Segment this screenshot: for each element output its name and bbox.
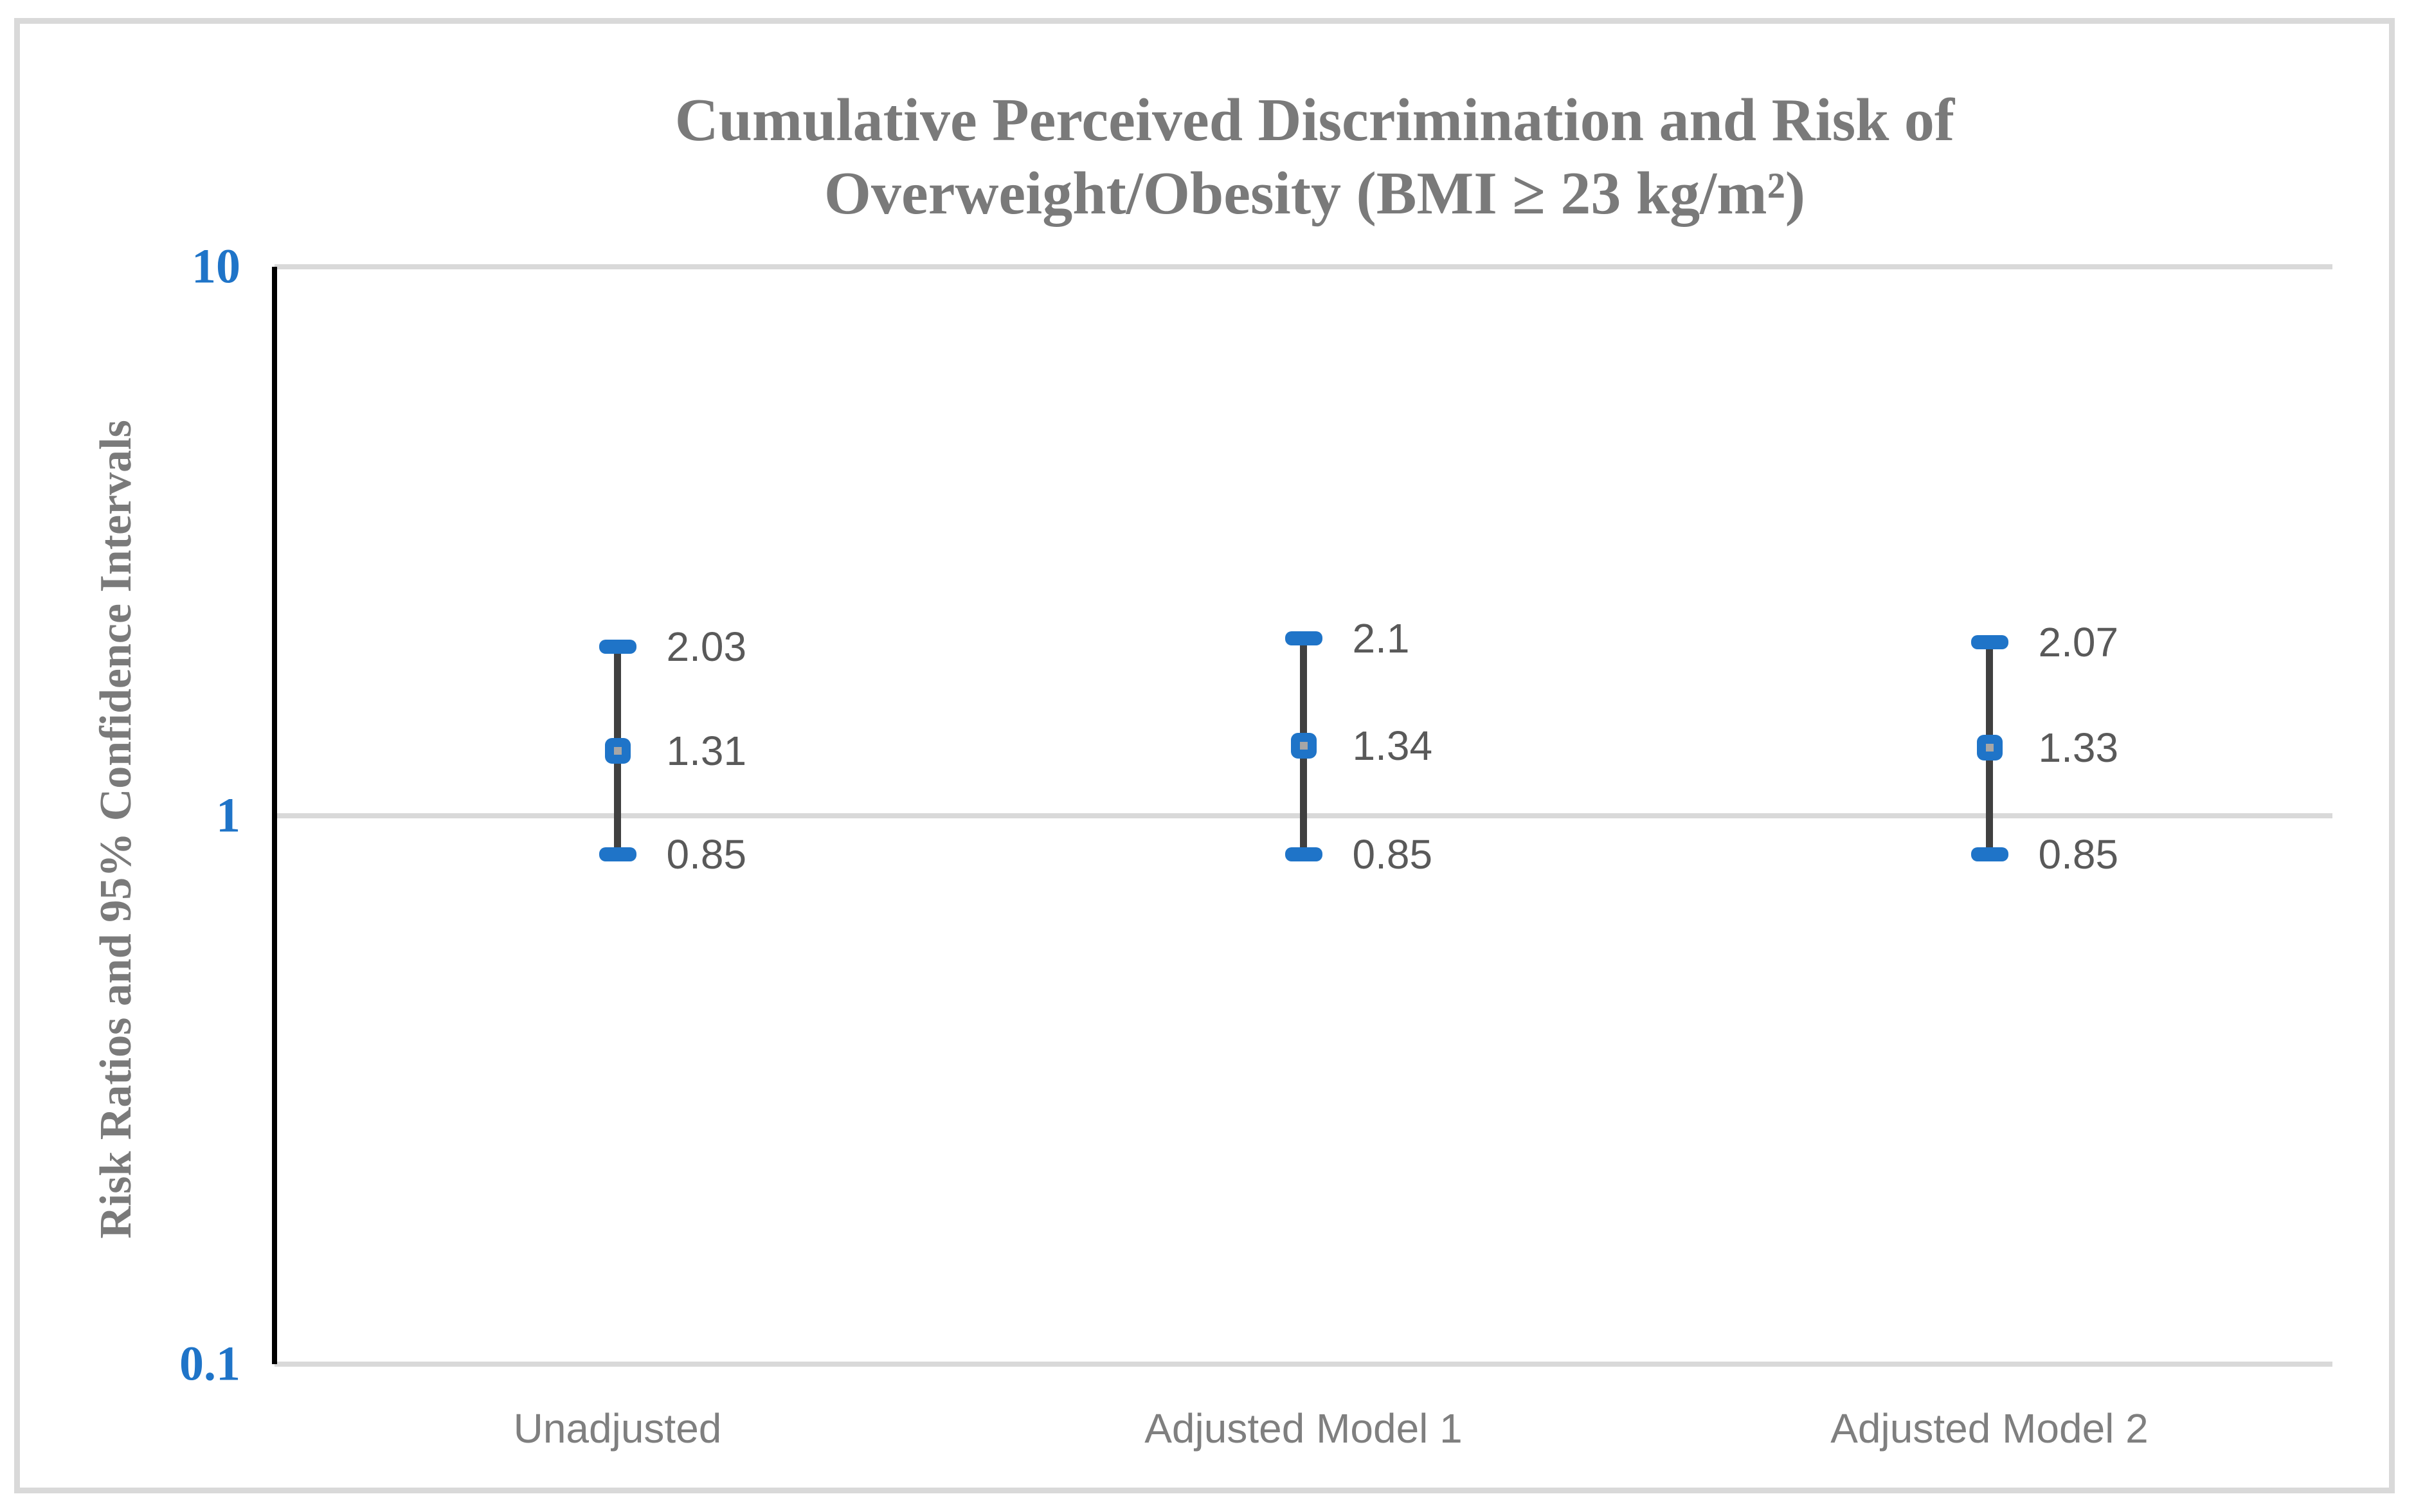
- estimate-marker-dot: [1985, 743, 1994, 752]
- figure-border: [14, 18, 2395, 1493]
- estimate-label: 1.34: [1352, 723, 1433, 770]
- y-axis-tick-label: 0.1: [179, 1336, 240, 1391]
- ci-lower-label: 0.85: [666, 831, 747, 878]
- ci-upper-label: 2.1: [1352, 615, 1410, 662]
- ci-upper-cap: [1970, 634, 2008, 649]
- y-gridline: [275, 1362, 2332, 1367]
- category-label: Unadjusted: [513, 1405, 722, 1452]
- estimate-marker: [1290, 733, 1317, 759]
- estimate-label: 1.33: [2038, 724, 2119, 771]
- chart-title-line1: Cumulative Perceived Discrimination and …: [674, 87, 1955, 154]
- ci-upper-cap: [1285, 631, 1322, 646]
- estimate-marker: [604, 738, 631, 764]
- ci-upper-label: 2.03: [666, 624, 747, 670]
- y-axis-line: [272, 267, 277, 1364]
- ci-upper-label: 2.07: [2038, 618, 2119, 665]
- ci-lower-cap: [1970, 847, 2008, 861]
- category-label: Adjusted Model 1: [1144, 1405, 1463, 1452]
- ci-lower-label: 0.85: [2038, 831, 2119, 878]
- ci-lower-label: 0.85: [1352, 831, 1433, 878]
- estimate-marker: [1976, 734, 2003, 760]
- chart-title: Cumulative Perceived Discrimination and …: [275, 84, 2355, 230]
- ci-upper-cap: [599, 640, 636, 654]
- y-gridline: [275, 264, 2332, 269]
- category-label: Adjusted Model 2: [1830, 1405, 2149, 1452]
- y-axis-tick-label: 10: [192, 239, 240, 294]
- y-axis-tick-label: 1: [216, 788, 240, 842]
- ci-lower-cap: [1285, 847, 1322, 861]
- ci-lower-cap: [599, 847, 636, 861]
- estimate-label: 1.31: [666, 728, 747, 775]
- estimate-marker-dot: [613, 747, 622, 755]
- chart-title-line2: Overweight/Obesity (BMI ≥ 23 kg/m²): [824, 160, 1806, 227]
- estimate-marker-dot: [1299, 742, 1308, 750]
